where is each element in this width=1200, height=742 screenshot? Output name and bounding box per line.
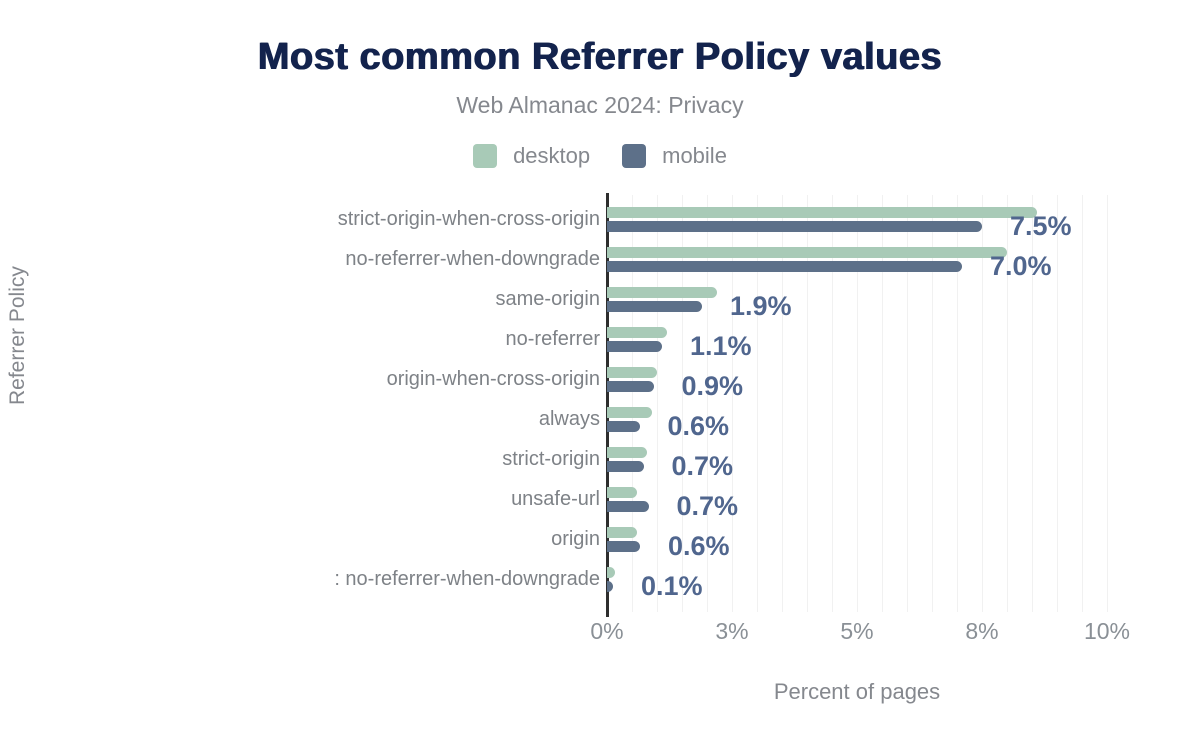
value-label: 0.1% xyxy=(641,571,703,601)
gridline xyxy=(1007,195,1008,612)
value-label: 1.1% xyxy=(690,331,752,361)
mobile-bar[interactable] xyxy=(607,261,962,272)
gridline xyxy=(957,195,958,612)
legend-label-desktop: desktop xyxy=(513,143,591,168)
category-label: no-referrer-when-downgrade xyxy=(345,248,600,270)
category-label: unsafe-url xyxy=(511,488,600,510)
category-label: always xyxy=(538,408,600,430)
plot-area: 7.5% 7.0% 1.9% 1.1% 0.9% 0.6% 0.7% 0.7% 0.6% 0.1% xyxy=(606,193,1132,617)
desktop-bar[interactable] xyxy=(607,327,667,338)
desktop-bar[interactable] xyxy=(607,447,647,458)
y-axis-line xyxy=(606,193,609,617)
gridline xyxy=(882,195,883,612)
x-tick-label: 8% xyxy=(965,618,999,644)
gridline xyxy=(982,195,983,612)
value-label: 0.6% xyxy=(667,411,730,441)
value-label: 7.5% xyxy=(1010,211,1072,241)
x-tick-label: 3% xyxy=(715,618,749,644)
gridline xyxy=(632,195,633,612)
mobile-bar[interactable] xyxy=(607,501,649,512)
desktop-bar[interactable] xyxy=(607,487,637,498)
mobile-swatch-icon xyxy=(622,144,647,168)
category-label: no-referrer xyxy=(505,328,600,350)
mobile-bar[interactable] xyxy=(607,421,640,432)
x-tick-label: 5% xyxy=(840,618,874,644)
category-label: strict-origin xyxy=(502,448,600,470)
gridline xyxy=(1032,195,1033,612)
chart-title: Most common Referrer Policy values xyxy=(257,36,943,78)
gridline xyxy=(857,195,858,612)
value-label: 1.9% xyxy=(730,291,792,321)
legend-label-mobile: mobile xyxy=(662,143,727,168)
x-axis-title: Percent of pages xyxy=(773,679,941,704)
gridline xyxy=(1057,195,1058,612)
category-label: : no-referrer-when-downgrade xyxy=(334,568,600,590)
gridline xyxy=(732,195,733,612)
chart-subtitle: Web Almanac 2024: Privacy xyxy=(456,92,744,118)
gridline xyxy=(1082,195,1083,612)
mobile-bar[interactable] xyxy=(607,541,640,552)
gridline xyxy=(782,195,783,612)
mobile-bar[interactable] xyxy=(607,221,982,232)
gridline xyxy=(907,195,908,612)
desktop-bar[interactable] xyxy=(607,367,657,378)
desktop-bar[interactable] xyxy=(607,207,1037,218)
desktop-bar[interactable] xyxy=(607,567,615,578)
gridline xyxy=(1107,195,1108,612)
desktop-bar[interactable] xyxy=(607,527,637,538)
x-tick-label: 0% xyxy=(590,618,624,644)
legend: desktop mobile xyxy=(0,143,1200,169)
desktop-swatch-icon xyxy=(473,144,498,168)
mobile-bar[interactable] xyxy=(607,341,662,352)
mobile-bar[interactable] xyxy=(607,301,702,312)
gridline xyxy=(932,195,933,612)
category-axis: strict-origin-when-cross-origin no-referr… xyxy=(0,193,600,612)
mobile-bar[interactable] xyxy=(607,461,644,472)
legend-item-mobile[interactable]: mobile xyxy=(622,143,727,169)
category-label: origin-when-cross-origin xyxy=(386,368,600,390)
gridline xyxy=(707,195,708,612)
desktop-bar[interactable] xyxy=(607,287,717,298)
gridline xyxy=(682,195,683,612)
mobile-bar[interactable] xyxy=(607,581,613,592)
value-label: 0.7% xyxy=(676,491,739,521)
desktop-bar[interactable] xyxy=(607,247,1007,258)
desktop-bar[interactable] xyxy=(607,407,652,418)
value-label: 0.7% xyxy=(671,451,734,481)
x-tick-label: 10% xyxy=(1083,618,1131,644)
x-axis-ticks: 0% 3% 5% 8% 10% xyxy=(590,618,1132,648)
gridline xyxy=(757,195,758,612)
gridline xyxy=(807,195,808,612)
legend-item-desktop[interactable]: desktop xyxy=(473,143,590,169)
gridline xyxy=(657,195,658,612)
value-label: 0.6% xyxy=(668,531,730,561)
category-label: origin xyxy=(551,528,600,550)
category-label: strict-origin-when-cross-origin xyxy=(337,208,600,230)
value-label: 0.9% xyxy=(681,371,744,401)
value-label: 7.0% xyxy=(990,251,1052,281)
gridline xyxy=(832,195,833,612)
mobile-bar[interactable] xyxy=(607,381,654,392)
category-label: same-origin xyxy=(495,288,600,310)
